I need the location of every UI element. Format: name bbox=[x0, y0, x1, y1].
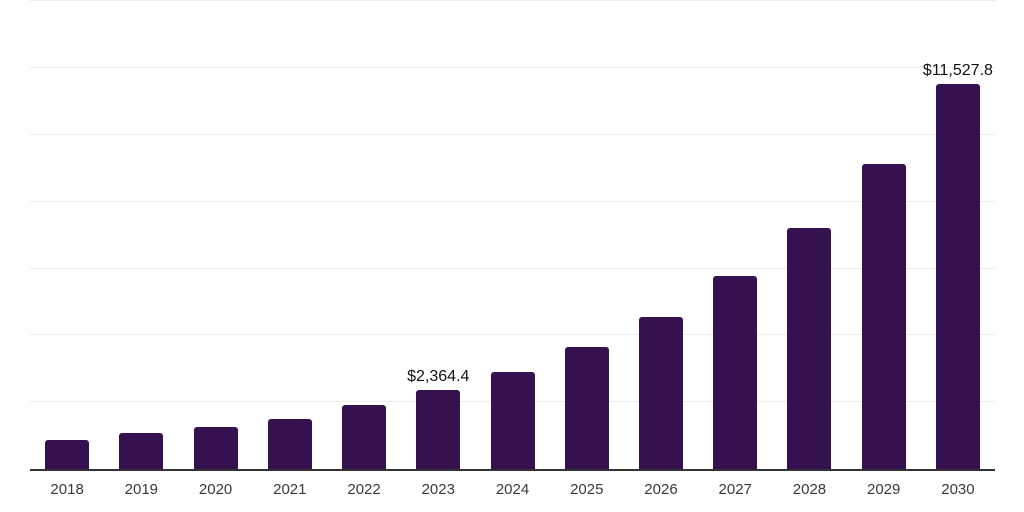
bar-slot-2028 bbox=[772, 0, 846, 469]
x-tick-2019: 2019 bbox=[124, 481, 159, 498]
bar-slot-2024 bbox=[475, 0, 549, 469]
bar-slot-2026 bbox=[624, 0, 698, 469]
bar-2026[interactable] bbox=[638, 316, 683, 469]
bar-slot-2018 bbox=[30, 0, 104, 469]
bar-2029[interactable] bbox=[861, 164, 906, 469]
gridline-14000 bbox=[30, 0, 995, 2]
bar-slot-2030: $11,527.8 bbox=[921, 0, 995, 469]
bar-slot-2023: $2,364.4 bbox=[401, 0, 475, 469]
bar-2022[interactable] bbox=[342, 405, 387, 469]
plot-area: $2,364.4 $11,527.8 bbox=[30, 0, 995, 471]
bar-2024[interactable] bbox=[490, 371, 535, 469]
bar-2023[interactable] bbox=[416, 390, 461, 469]
x-tick-2029: 2029 bbox=[867, 481, 901, 498]
bar-2030[interactable] bbox=[935, 83, 980, 469]
x-tick-2027: 2027 bbox=[718, 481, 752, 498]
x-tick-2026: 2026 bbox=[644, 481, 678, 498]
gridline-8000 bbox=[30, 200, 995, 202]
gridline-6000 bbox=[30, 267, 995, 269]
bar-2027[interactable] bbox=[713, 275, 758, 469]
gridline-4000 bbox=[30, 334, 995, 336]
bar-2018[interactable] bbox=[45, 439, 90, 469]
bar-slot-2027 bbox=[698, 0, 772, 469]
bar-2021[interactable] bbox=[267, 418, 312, 469]
bar-2025[interactable] bbox=[564, 347, 609, 469]
bar-slot-2029 bbox=[847, 0, 921, 469]
bar-slot-2025 bbox=[550, 0, 624, 469]
x-tick-2021: 2021 bbox=[273, 481, 307, 498]
data-label-2030: $11,527.8 bbox=[922, 61, 993, 79]
gridline-12000 bbox=[30, 67, 995, 69]
bar-2020[interactable] bbox=[193, 427, 238, 469]
x-tick-2018: 2018 bbox=[50, 481, 84, 498]
x-tick-2030: 2030 bbox=[941, 481, 975, 498]
bars-container: $2,364.4 $11,527.8 bbox=[30, 0, 995, 469]
gridline-10000 bbox=[30, 134, 995, 135]
x-tick-2024: 2024 bbox=[495, 481, 530, 498]
bar-slot-2019 bbox=[104, 0, 178, 469]
bar-slot-2020 bbox=[178, 0, 252, 469]
x-tick-2023: 2023 bbox=[421, 481, 455, 498]
bar-slot-2021 bbox=[253, 0, 327, 469]
bar-slot-2022 bbox=[327, 0, 401, 469]
x-tick-2022: 2022 bbox=[347, 481, 381, 498]
data-label-2023: $2,364.4 bbox=[407, 368, 470, 385]
x-tick-2025: 2025 bbox=[570, 481, 604, 498]
x-tick-2020: 2020 bbox=[198, 481, 233, 498]
x-tick-2028: 2028 bbox=[792, 481, 827, 498]
bar-2019[interactable] bbox=[119, 433, 164, 469]
x-axis-ticks: 2018 2019 2020 2021 2022 2023 2024 2025 2026 2027… bbox=[30, 481, 995, 498]
bar-2028[interactable] bbox=[787, 228, 832, 469]
